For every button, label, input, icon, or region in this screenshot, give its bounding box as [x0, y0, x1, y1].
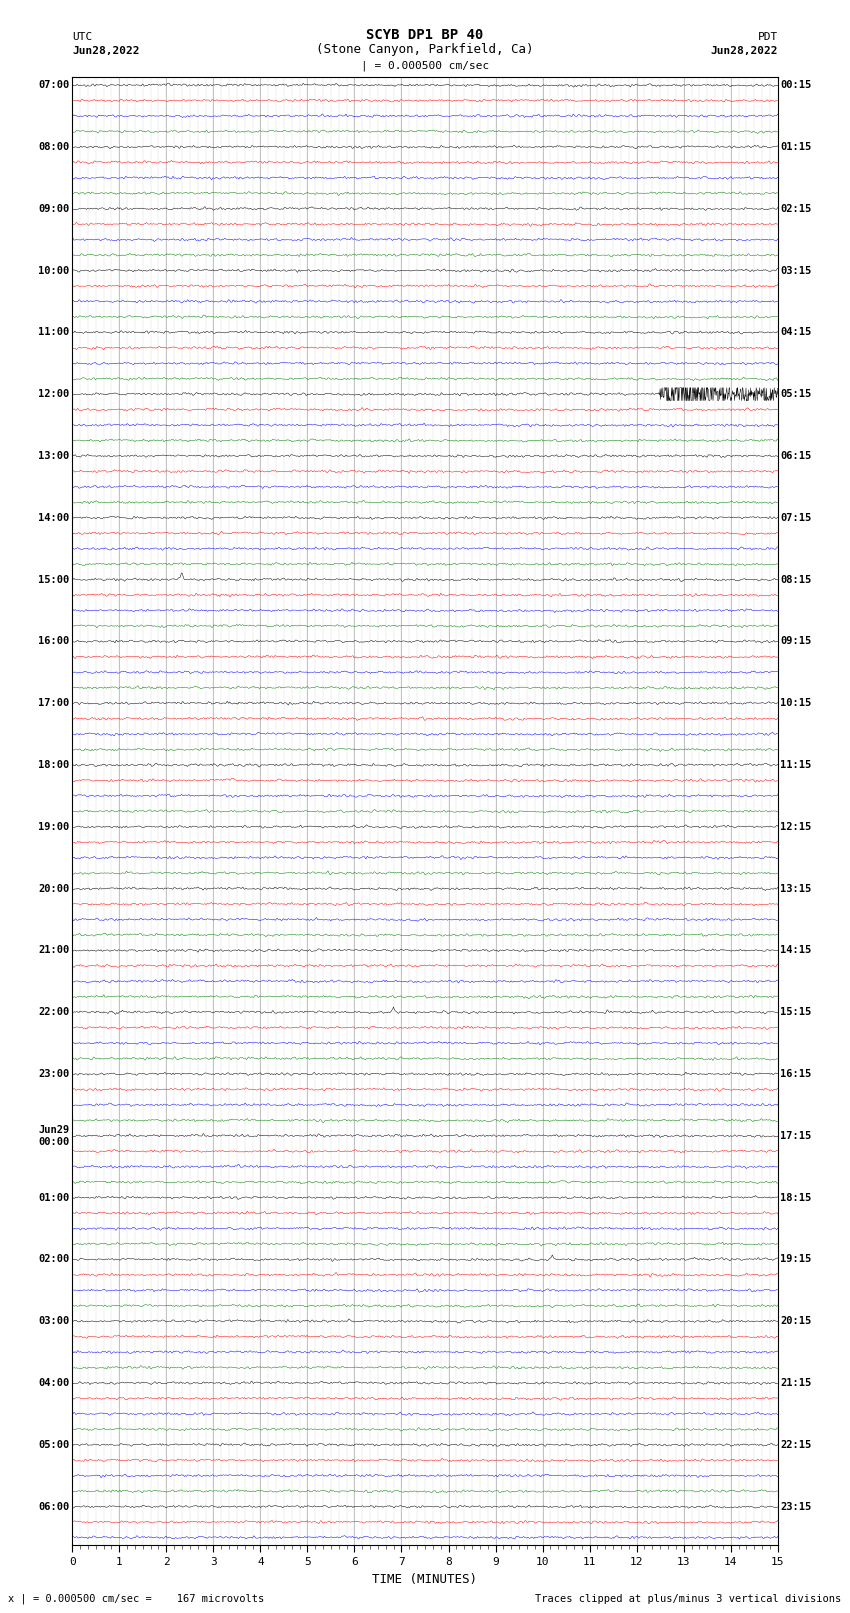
Text: x | = 0.000500 cm/sec =    167 microvolts: x | = 0.000500 cm/sec = 167 microvolts [8, 1594, 264, 1605]
Text: 12:15: 12:15 [780, 821, 812, 832]
Text: 17:00: 17:00 [38, 698, 70, 708]
Text: 05:15: 05:15 [780, 389, 812, 398]
Text: 22:00: 22:00 [38, 1007, 70, 1018]
Text: Jun28,2022: Jun28,2022 [72, 47, 139, 56]
Text: 05:00: 05:00 [38, 1440, 70, 1450]
Text: (Stone Canyon, Parkfield, Ca): (Stone Canyon, Parkfield, Ca) [316, 44, 534, 56]
Text: SCYB DP1 BP 40: SCYB DP1 BP 40 [366, 27, 484, 42]
Text: 20:00: 20:00 [38, 884, 70, 894]
Text: UTC: UTC [72, 32, 93, 42]
Text: 09:00: 09:00 [38, 203, 70, 215]
Text: 12:00: 12:00 [38, 389, 70, 398]
Text: 23:00: 23:00 [38, 1069, 70, 1079]
Text: 08:15: 08:15 [780, 574, 812, 584]
Text: 07:00: 07:00 [38, 81, 70, 90]
Text: 04:15: 04:15 [780, 327, 812, 337]
Text: 10:15: 10:15 [780, 698, 812, 708]
Text: 19:00: 19:00 [38, 821, 70, 832]
Text: 23:15: 23:15 [780, 1502, 812, 1511]
Text: 00:15: 00:15 [780, 81, 812, 90]
Text: 21:15: 21:15 [780, 1378, 812, 1389]
Text: 03:15: 03:15 [780, 266, 812, 276]
Text: 02:00: 02:00 [38, 1255, 70, 1265]
Text: 01:00: 01:00 [38, 1192, 70, 1203]
Text: 01:15: 01:15 [780, 142, 812, 152]
Text: 06:15: 06:15 [780, 452, 812, 461]
Text: 21:00: 21:00 [38, 945, 70, 955]
Text: 04:00: 04:00 [38, 1378, 70, 1389]
Text: PDT: PDT [757, 32, 778, 42]
Text: 13:15: 13:15 [780, 884, 812, 894]
Text: 06:00: 06:00 [38, 1502, 70, 1511]
Text: 14:00: 14:00 [38, 513, 70, 523]
Text: 10:00: 10:00 [38, 266, 70, 276]
Text: 02:15: 02:15 [780, 203, 812, 215]
Text: 08:00: 08:00 [38, 142, 70, 152]
Text: Jun28,2022: Jun28,2022 [711, 47, 778, 56]
Text: 15:00: 15:00 [38, 574, 70, 584]
Text: 19:15: 19:15 [780, 1255, 812, 1265]
Text: 13:00: 13:00 [38, 452, 70, 461]
Text: 11:15: 11:15 [780, 760, 812, 769]
Text: 15:15: 15:15 [780, 1007, 812, 1018]
Text: 20:15: 20:15 [780, 1316, 812, 1326]
Text: 18:15: 18:15 [780, 1192, 812, 1203]
Text: 16:00: 16:00 [38, 637, 70, 647]
Text: Traces clipped at plus/minus 3 vertical divisions: Traces clipped at plus/minus 3 vertical … [536, 1594, 842, 1603]
Text: 18:00: 18:00 [38, 760, 70, 769]
Text: 14:15: 14:15 [780, 945, 812, 955]
Text: 11:00: 11:00 [38, 327, 70, 337]
Text: Jun29
00:00: Jun29 00:00 [38, 1124, 70, 1147]
X-axis label: TIME (MINUTES): TIME (MINUTES) [372, 1573, 478, 1586]
Text: 16:15: 16:15 [780, 1069, 812, 1079]
Text: 09:15: 09:15 [780, 637, 812, 647]
Text: | = 0.000500 cm/sec: | = 0.000500 cm/sec [361, 60, 489, 71]
Text: 22:15: 22:15 [780, 1440, 812, 1450]
Text: 07:15: 07:15 [780, 513, 812, 523]
Text: 17:15: 17:15 [780, 1131, 812, 1140]
Text: 03:00: 03:00 [38, 1316, 70, 1326]
